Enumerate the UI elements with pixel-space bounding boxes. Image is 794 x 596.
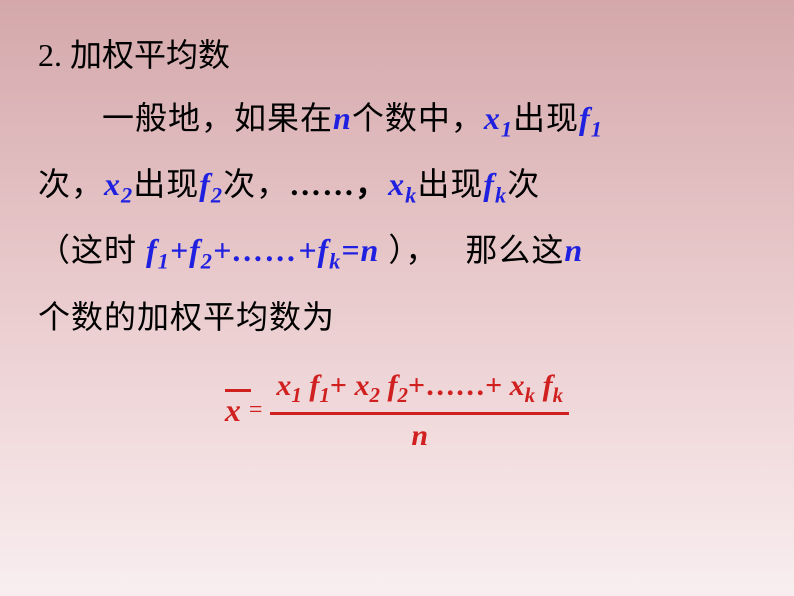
fraction: x1 f1+ x2 f2+……+ xk fk n [270,369,569,453]
var-n: n [564,232,583,268]
text: ）， [379,232,438,268]
paragraph-line-1: 一般地，如果在n个数中，x1出现f1 [38,86,756,152]
paragraph-line-4: 个数的加权平均数为 [38,285,756,349]
paragraph-line-2: 次，x2出现f2次，……，xk出现fk次 [38,152,756,218]
x-bar: x [225,392,241,429]
text: 次， [38,166,104,202]
var-fk: fk [483,166,507,202]
heading: 2. 加权平均数 [38,30,756,76]
text: 次， [223,166,289,202]
equals: = [249,397,263,424]
text: 出现 [513,100,579,136]
text: （这时 [38,232,146,268]
text: 出现 [133,166,199,202]
dots: ……， [289,166,388,202]
text: 那么这 [465,232,564,268]
text: 个数的加权平均数为 [38,299,335,335]
formula: x = x1 f1+ x2 f2+……+ xk fk n [38,369,756,453]
numerator: x1 f1+ x2 f2+……+ xk fk [270,369,569,412]
var-f1: f1 [579,100,603,136]
denominator: n [270,412,569,453]
paragraph-line-3: （这时 f1+f2+……+fk=n ）， 那么这n [38,218,756,284]
var-xk: xk [388,166,417,202]
var-x2: x2 [104,166,133,202]
text: 出现 [417,166,483,202]
slide-content: 2. 加权平均数 一般地，如果在n个数中，x1出现f1 次，x2出现f2次，……… [0,0,794,453]
sum-expression: f1+f2+……+fk=n [146,232,379,268]
var-x1: x1 [484,100,513,136]
var-n: n [333,100,352,136]
text: 一般地，如果在 [102,100,333,136]
var-f2: f2 [199,166,223,202]
text: 个数中， [352,100,484,136]
text: 次 [507,166,540,202]
